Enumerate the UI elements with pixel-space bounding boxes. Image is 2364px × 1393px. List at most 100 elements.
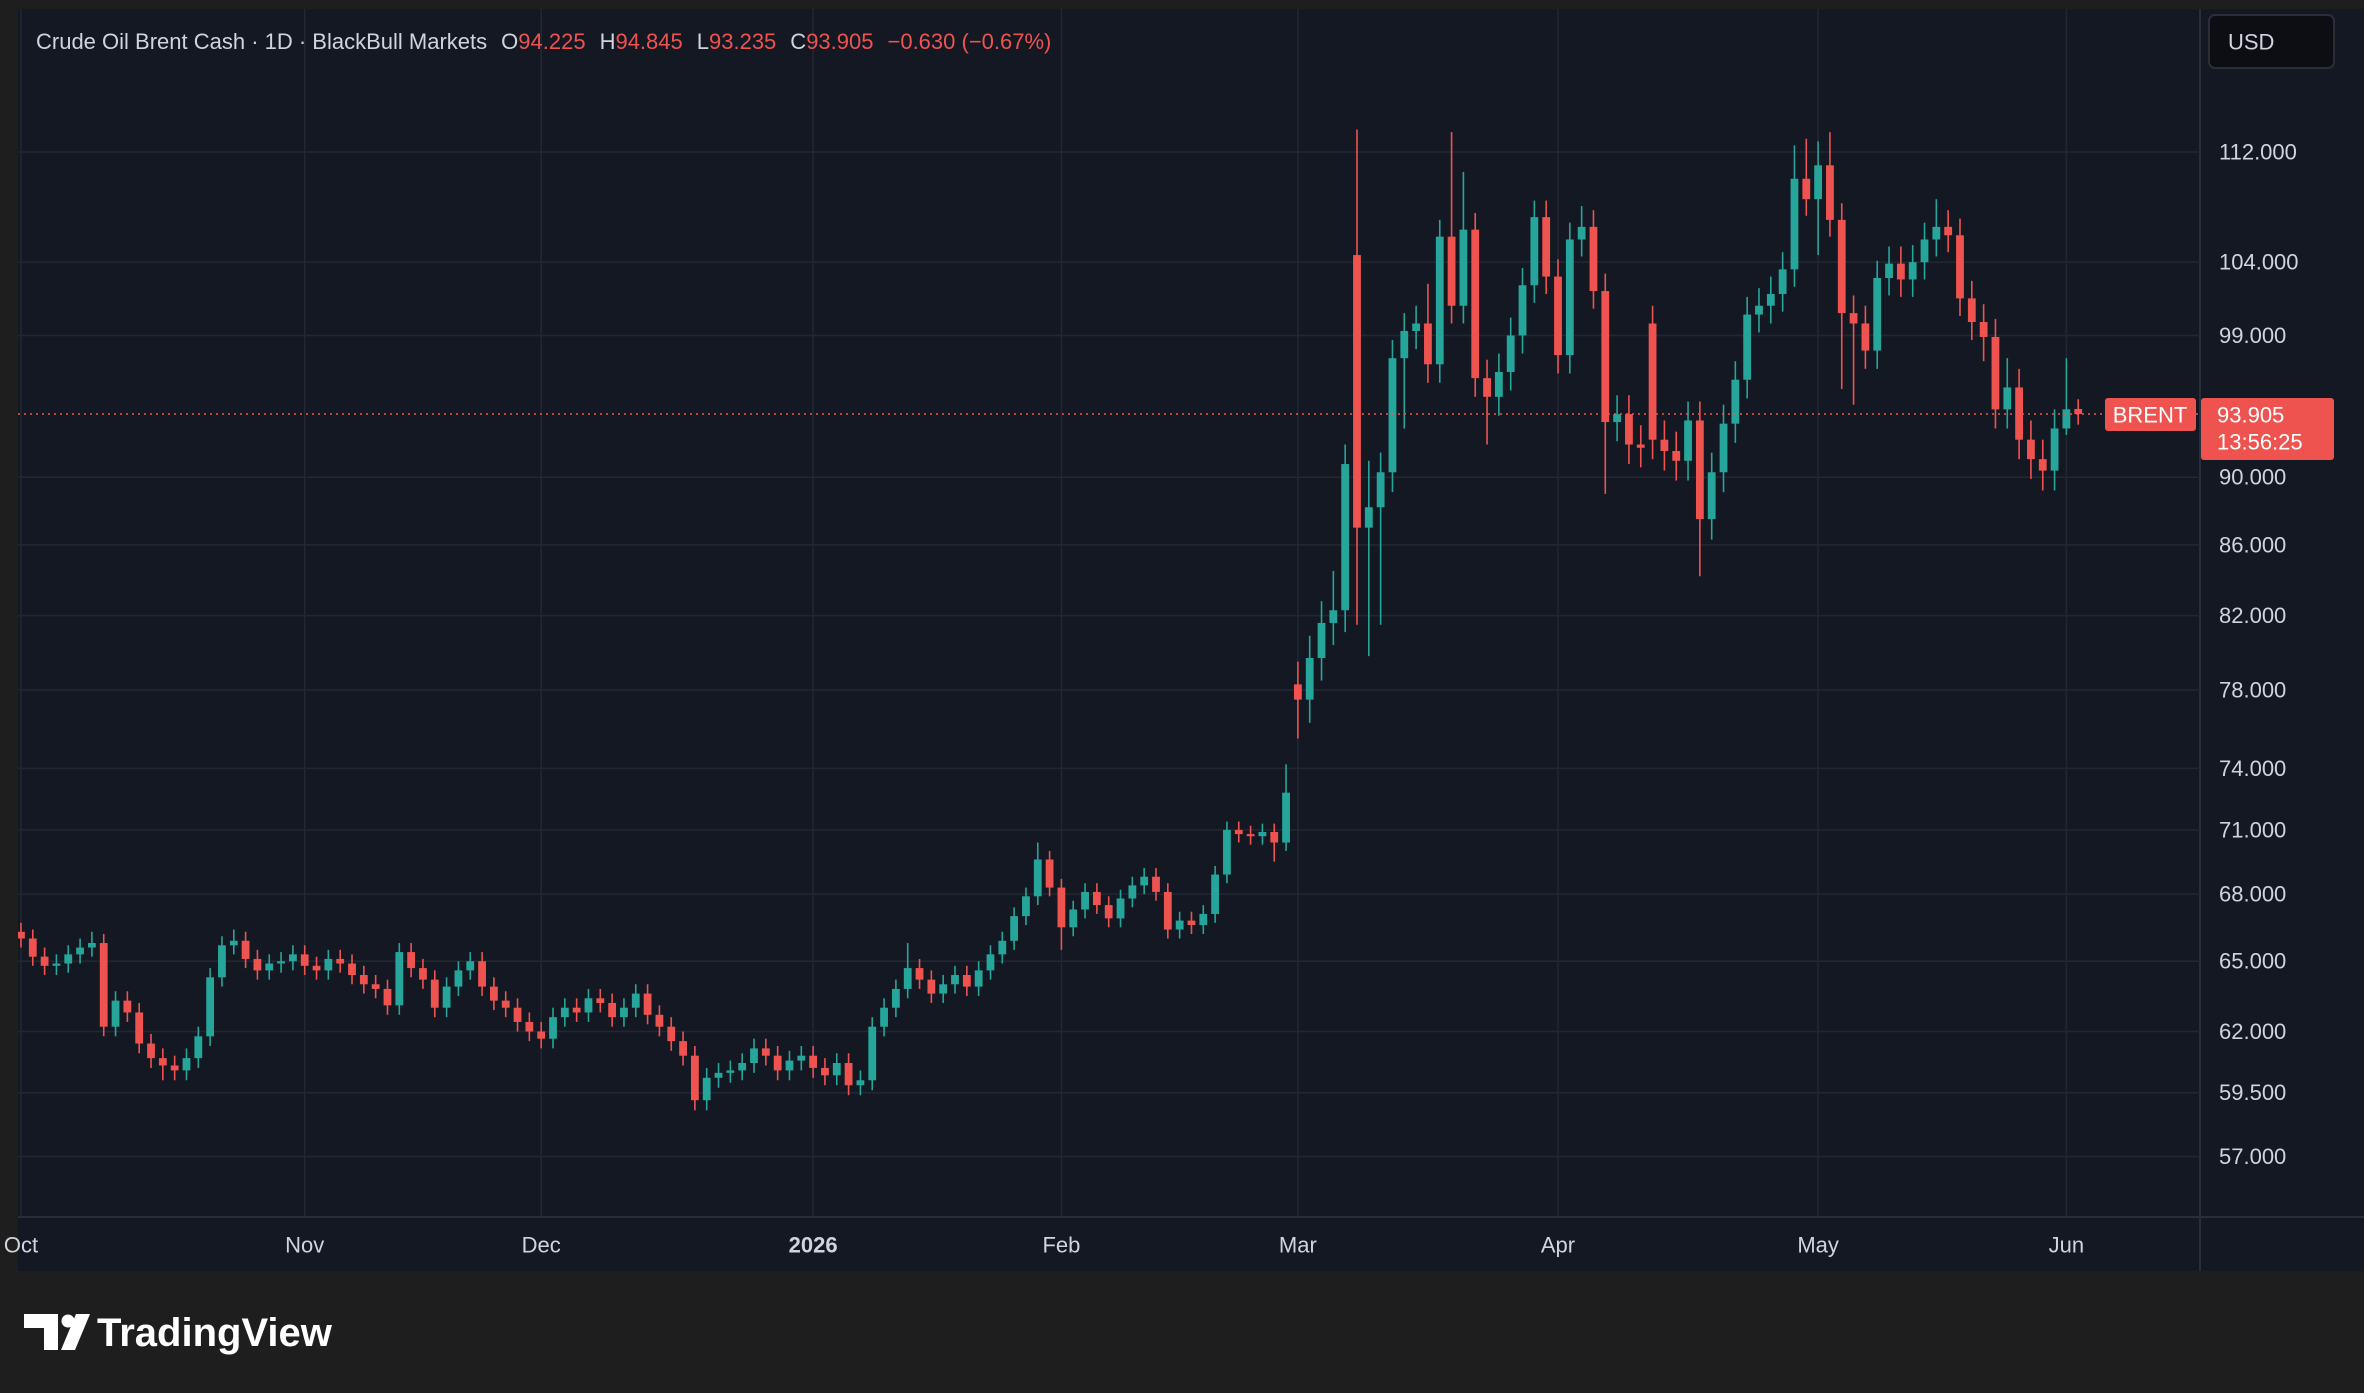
candle-body — [1282, 792, 1290, 843]
candle-body — [1104, 905, 1113, 919]
x-tick-label: Jun — [2049, 1233, 2084, 1258]
candle-body — [1069, 909, 1078, 928]
candle-body — [1613, 414, 1622, 423]
candle-body — [832, 1063, 841, 1076]
candle-body — [2062, 409, 2071, 429]
candle-body — [1010, 916, 1019, 941]
candle-body — [974, 970, 983, 987]
candle-body — [1494, 371, 1503, 397]
branding[interactable]: TradingView — [24, 1311, 333, 1355]
overlay: 57.000 59.500 62.000 65.000 68.000 71.000 74.0… — [4, 139, 2334, 1258]
candle-body — [525, 1021, 534, 1032]
candle-body — [1116, 898, 1125, 919]
candle-body — [407, 952, 416, 969]
candle-body — [1967, 298, 1976, 323]
candle-body — [1353, 255, 1361, 528]
y-tick-label: 74.000 — [2219, 756, 2286, 781]
candle-body — [1057, 887, 1066, 928]
candle-body — [1424, 323, 1432, 365]
candle-body — [1305, 657, 1314, 700]
candle-body — [87, 943, 96, 948]
grid — [18, 9, 2200, 1217]
candle-body — [253, 958, 262, 971]
y-tick-label: 59.500 — [2219, 1080, 2286, 1105]
y-tick-label: 65.000 — [2219, 949, 2286, 974]
candle-body — [1376, 472, 1385, 508]
candle-body — [1731, 379, 1740, 424]
candle-body — [18, 931, 25, 939]
candle-body — [1483, 378, 1491, 397]
x-tick-label: Dec — [522, 1233, 561, 1258]
candle-body — [1329, 610, 1338, 623]
candle-body — [1672, 451, 1681, 461]
candle-body — [2074, 408, 2083, 415]
candle-body — [1045, 859, 1054, 888]
candle-body — [1601, 291, 1610, 423]
brand-name[interactable]: TradingView — [97, 1311, 333, 1355]
title: Crude Oil Brent Cash · 1D · BlackBull Ma… — [36, 29, 487, 54]
candle-body — [158, 1058, 167, 1066]
candle-body — [1542, 217, 1551, 277]
candle-body — [111, 1000, 120, 1027]
candle-body — [1364, 507, 1373, 528]
x-tick-label: May — [1797, 1233, 1839, 1258]
candle-body — [2003, 387, 2012, 410]
candle-body — [951, 975, 959, 985]
y-tick-label: 57.000 — [2219, 1144, 2286, 1169]
candle-body — [1932, 226, 1941, 240]
currency-button[interactable]: USD — [2208, 14, 2335, 69]
chart-panel — [18, 9, 2364, 1271]
candle-body — [1991, 336, 2000, 410]
currency-button-bg[interactable] — [2208, 14, 2335, 69]
candle-body — [939, 984, 948, 994]
candle-body — [478, 961, 486, 987]
candle-body — [1199, 913, 1208, 926]
candle-body — [690, 1055, 699, 1101]
y-tick-label: 90.000 — [2219, 465, 2286, 490]
candle-body — [1837, 219, 1846, 314]
candle-body — [1814, 165, 1823, 200]
candle-body — [903, 968, 912, 989]
candle-body — [135, 1012, 144, 1044]
candle-body — [1140, 876, 1149, 886]
candle-body — [2015, 387, 2024, 440]
candle-body — [1554, 276, 1562, 356]
candle-body — [454, 970, 463, 987]
candle-body — [229, 940, 238, 946]
candle-body — [679, 1041, 687, 1056]
candle-body — [1471, 229, 1480, 379]
candle-body — [1175, 920, 1184, 930]
candle-body — [1435, 236, 1444, 365]
candle-body — [927, 979, 936, 994]
candle-body — [1317, 622, 1326, 658]
symbol-tag-bg — [2105, 398, 2196, 432]
candle-body — [1719, 423, 1728, 473]
candle-body — [288, 954, 297, 962]
y-tick-label: 86.000 — [2219, 532, 2286, 557]
y-tick-label: 78.000 — [2219, 678, 2286, 703]
currency-label[interactable]: USD — [2228, 30, 2274, 55]
candle-body — [1447, 236, 1456, 306]
ohlc-key: C — [790, 29, 806, 54]
candle-body — [1400, 330, 1409, 359]
candle-body — [2038, 459, 2047, 471]
candle-body — [1211, 874, 1220, 914]
candle-body — [1956, 235, 1964, 299]
candle-body — [336, 958, 345, 964]
x-tick-label: Mar — [1279, 1233, 1317, 1258]
candle-body — [1743, 314, 1752, 380]
candle-body — [371, 984, 380, 989]
candle-body — [1766, 293, 1775, 306]
candle-body — [76, 947, 84, 955]
y-tick-label: 68.000 — [2219, 882, 2286, 907]
y-tick-label: 82.000 — [2219, 603, 2286, 628]
ohlc-key: L — [697, 29, 709, 54]
logo-mark — [24, 1314, 58, 1350]
candle-body — [1695, 420, 1704, 520]
ohlc-value: 94.845 — [615, 29, 682, 54]
candle-body — [2050, 428, 2059, 471]
candle-body — [1707, 472, 1716, 520]
candle-body — [1388, 358, 1397, 473]
ohlc-value: 93.235 — [709, 29, 776, 54]
